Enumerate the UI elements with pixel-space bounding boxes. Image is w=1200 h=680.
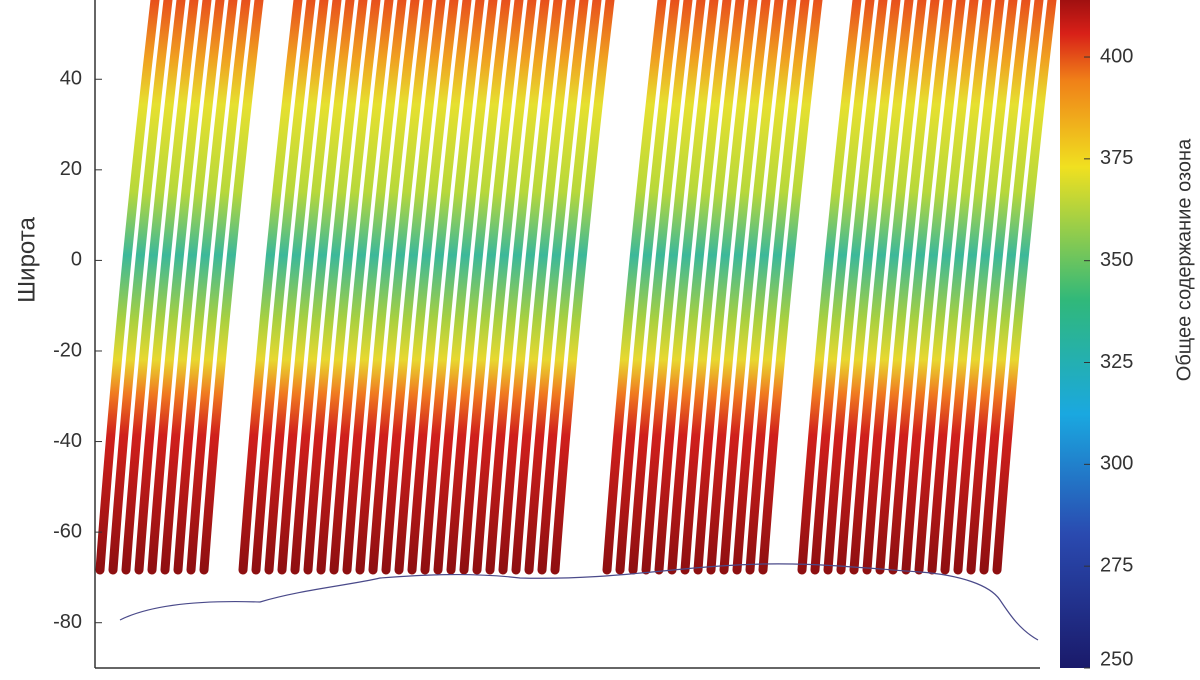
- swath: [329, 0, 394, 575]
- swath: [680, 0, 745, 575]
- colorbar-label: Общее содержание озона: [1173, 138, 1195, 381]
- swath: [95, 0, 160, 575]
- swath: [342, 0, 407, 575]
- colorbar-tick-label: 250: [1100, 648, 1133, 670]
- swath: [238, 0, 303, 575]
- y-tick-label: -60: [53, 520, 82, 542]
- swath: [836, 0, 901, 575]
- colorbar-tick-label: 275: [1100, 554, 1133, 576]
- swath: [732, 0, 797, 575]
- swath: [797, 0, 862, 575]
- swath: [485, 0, 550, 575]
- swath: [654, 0, 719, 575]
- swath: [862, 0, 927, 575]
- swath: [693, 0, 758, 575]
- swath: [134, 0, 199, 575]
- swath: [186, 0, 251, 575]
- swath: [511, 0, 576, 575]
- swath: [966, 0, 1031, 575]
- swath: [641, 0, 706, 575]
- satellite-swaths: [95, 0, 1057, 575]
- swath: [407, 0, 472, 575]
- colorbar-tick-label: 375: [1100, 147, 1133, 169]
- colorbar-tick-label: 325: [1100, 351, 1133, 373]
- swath: [277, 0, 342, 575]
- swath: [394, 0, 459, 575]
- y-tick-label: -20: [53, 339, 82, 361]
- swath: [745, 0, 810, 575]
- swath: [979, 0, 1044, 575]
- swath: [719, 0, 784, 575]
- y-tick-label: 0: [71, 249, 82, 271]
- swath: [251, 0, 316, 575]
- swath: [927, 0, 992, 575]
- swath: [355, 0, 420, 575]
- swath: [875, 0, 940, 575]
- swath: [199, 0, 264, 575]
- swath: [992, 0, 1057, 575]
- swath: [667, 0, 732, 575]
- swath: [147, 0, 212, 575]
- swath: [316, 0, 381, 575]
- swath: [758, 0, 823, 575]
- swath: [953, 0, 1018, 575]
- swath: [524, 0, 589, 575]
- swath: [940, 0, 1005, 575]
- swath: [706, 0, 771, 575]
- y-tick-label: -40: [53, 430, 82, 452]
- swath: [433, 0, 498, 575]
- swath: [446, 0, 511, 575]
- swath: [498, 0, 563, 575]
- swath: [914, 0, 979, 575]
- y-tick-label: 40: [60, 68, 82, 90]
- colorbar: [1060, 0, 1090, 668]
- swath: [420, 0, 485, 575]
- swath: [368, 0, 433, 575]
- swath: [290, 0, 355, 575]
- swath: [121, 0, 186, 575]
- swath: [537, 0, 602, 575]
- colorbar-tick-label: 300: [1100, 453, 1133, 475]
- swath: [901, 0, 966, 575]
- y-tick-label: 20: [60, 158, 82, 180]
- swath: [615, 0, 680, 575]
- y-axis-label: Широта: [13, 217, 40, 303]
- swath: [160, 0, 225, 575]
- colorbar-tick-label: 350: [1100, 249, 1133, 271]
- y-tick-label: -80: [53, 611, 82, 633]
- swath: [628, 0, 693, 575]
- swath: [823, 0, 888, 575]
- swath: [550, 0, 615, 575]
- colorbar-tick-label: 400: [1100, 45, 1133, 67]
- swath: [472, 0, 537, 575]
- swath: [888, 0, 953, 575]
- swath: [459, 0, 524, 575]
- swath: [849, 0, 914, 575]
- swath: [108, 0, 173, 575]
- swath: [810, 0, 875, 575]
- coastline: [119, 563, 1039, 641]
- swath: [303, 0, 368, 575]
- swath: [264, 0, 329, 575]
- swath: [602, 0, 667, 575]
- swath: [381, 0, 446, 575]
- swath: [173, 0, 238, 575]
